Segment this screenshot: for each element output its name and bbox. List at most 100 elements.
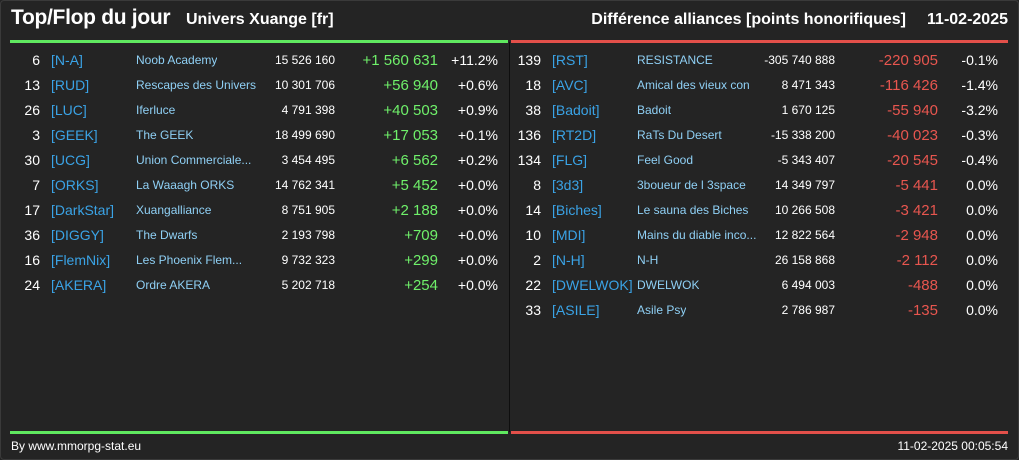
alliance-points: 26 158 868 bbox=[774, 253, 835, 267]
alliance-rank: 38 bbox=[525, 102, 541, 118]
alliance-tag-link[interactable]: [ORKS] bbox=[51, 177, 99, 193]
alliance-name-link[interactable]: Feel Good bbox=[637, 153, 694, 167]
points-difference: -55 940 bbox=[887, 102, 938, 119]
alliance-name-link[interactable]: RESISTANCE bbox=[637, 53, 713, 67]
alliance-name-link[interactable]: The GEEK bbox=[136, 128, 194, 142]
points-difference: -488 bbox=[907, 277, 938, 294]
points-difference: +709 bbox=[404, 227, 438, 244]
table-row: 30 [UCG] Union Commerciale... 3 454 495 +6 5… bbox=[10, 148, 508, 173]
alliance-name-link[interactable]: Mains du diable inco... bbox=[637, 228, 757, 242]
alliance-name-link[interactable]: N-H bbox=[637, 253, 659, 267]
alliance-tag-link[interactable]: [DIGGY] bbox=[51, 227, 104, 243]
percent-change: 0.0% bbox=[966, 227, 998, 243]
alliance-tag-link[interactable]: [Badoit] bbox=[552, 102, 600, 118]
alliance-rank: 8 bbox=[533, 177, 541, 193]
points-difference: +17 053 bbox=[383, 127, 438, 144]
points-difference: -135 bbox=[907, 302, 938, 319]
alliance-name-link[interactable]: Ordre AKERA bbox=[136, 278, 211, 292]
percent-change: -3.2% bbox=[961, 102, 998, 118]
alliance-name-link[interactable]: RaTs Du Desert bbox=[637, 128, 722, 142]
percent-change: +0.9% bbox=[457, 102, 498, 118]
alliance-tag-link[interactable]: [DarkStar] bbox=[51, 202, 115, 218]
alliance-name-link[interactable]: 3boueur de l 3space bbox=[637, 178, 746, 192]
percent-change: -0.3% bbox=[961, 127, 998, 143]
percent-change: +0.1% bbox=[457, 127, 498, 143]
alliance-name-link[interactable]: Xuangalliance bbox=[136, 203, 212, 217]
alliance-tag-link[interactable]: [FLG] bbox=[552, 152, 588, 168]
page-title: Top/Flop du jour bbox=[11, 6, 171, 29]
alliance-rank: 134 bbox=[517, 152, 541, 168]
table-row: 16 [FlemNix] Les Phoenix Flem... 9 732 323 +… bbox=[10, 248, 508, 273]
alliance-name-link[interactable]: La Waaagh ORKS bbox=[136, 178, 235, 192]
alliance-name-link[interactable]: Amical des vieux con bbox=[637, 78, 750, 92]
source-credit: By www.mmorpg-stat.eu bbox=[11, 439, 142, 453]
alliance-name-link[interactable]: Noob Academy bbox=[136, 53, 218, 67]
alliance-tag-link[interactable]: [ASILE] bbox=[552, 302, 600, 318]
table-row: 38 [Badoit] Badoit 1 670 125 -55 940 -3.2% bbox=[511, 98, 1008, 123]
alliance-tag-link[interactable]: [N-A] bbox=[51, 52, 83, 68]
alliance-name-link[interactable]: The Dwarfs bbox=[136, 228, 198, 242]
percent-change: 0.0% bbox=[966, 302, 998, 318]
alliance-tag-link[interactable]: [RST] bbox=[552, 52, 588, 68]
alliance-name-link[interactable]: Union Commerciale... bbox=[136, 153, 252, 167]
alliance-name-link[interactable]: Badoit bbox=[637, 103, 672, 117]
alliance-tag-link[interactable]: [RT2D] bbox=[552, 127, 597, 143]
points-difference: +299 bbox=[404, 252, 438, 269]
table-row: 17 [DarkStar] Xuangalliance 8 751 905 +2 188… bbox=[10, 198, 508, 223]
table-row: 2 [N-H] N-H 26 158 868 -2 112 0.0% bbox=[511, 248, 1008, 273]
alliance-tag-link[interactable]: [RUD] bbox=[51, 77, 90, 93]
alliance-points: 18 499 690 bbox=[274, 128, 335, 142]
alliance-name-link[interactable]: Les Phoenix Flem... bbox=[136, 253, 243, 267]
points-difference: +254 bbox=[404, 277, 438, 294]
alliance-tag-link[interactable]: [Biches] bbox=[552, 202, 602, 218]
percent-change: +0.0% bbox=[457, 177, 498, 193]
alliance-tag-link[interactable]: [DWELWOK] bbox=[552, 277, 633, 293]
alliance-points: 14 762 341 bbox=[274, 178, 335, 192]
universe-label: Univers Xuange [fr] bbox=[186, 11, 334, 28]
alliance-tag-link[interactable]: [FlemNix] bbox=[51, 252, 111, 268]
alliance-name-link[interactable]: Rescapes des Univers bbox=[136, 78, 257, 92]
alliance-tag-link[interactable]: [GEEK] bbox=[51, 127, 98, 143]
alliance-tag-link[interactable]: [N-H] bbox=[552, 252, 585, 268]
alliance-points: 3 454 495 bbox=[281, 153, 335, 167]
alliance-points: 6 494 003 bbox=[781, 278, 835, 292]
points-difference: +1 560 631 bbox=[362, 52, 439, 69]
alliance-points: 10 301 706 bbox=[274, 78, 335, 92]
alliance-name-link[interactable]: Asile Psy bbox=[637, 303, 687, 317]
alliance-rank: 16 bbox=[24, 252, 40, 268]
percent-change: -1.4% bbox=[961, 77, 998, 93]
percent-change: 0.0% bbox=[966, 252, 998, 268]
alliance-rank: 14 bbox=[525, 202, 541, 218]
points-difference: -220 905 bbox=[878, 52, 938, 69]
points-difference: -3 421 bbox=[895, 202, 938, 219]
alliance-name-link[interactable]: Iferluce bbox=[136, 103, 176, 117]
alliance-rank: 7 bbox=[32, 177, 40, 193]
alliance-tag-link[interactable]: [3d3] bbox=[552, 177, 584, 193]
alliance-tag-link[interactable]: [MDI] bbox=[552, 227, 586, 243]
alliance-points: -305 740 888 bbox=[764, 53, 835, 67]
top-footer-bar bbox=[10, 431, 508, 434]
table-row: 22 [DWELWOK] DWELWOK 6 494 003 -488 0.0% bbox=[511, 273, 1008, 298]
percent-change: +11.2% bbox=[451, 52, 498, 68]
alliance-tag-link[interactable]: [LUC] bbox=[51, 102, 87, 118]
alliance-name-link[interactable]: DWELWOK bbox=[637, 278, 700, 292]
table-row: 136 [RT2D] RaTs Du Desert -15 338 200 -40 02… bbox=[511, 123, 1008, 148]
alliance-name-link[interactable]: Le sauna des Biches bbox=[637, 203, 749, 217]
alliance-rank: 136 bbox=[517, 127, 541, 143]
alliance-rank: 30 bbox=[24, 152, 40, 168]
alliance-rank: 22 bbox=[525, 277, 541, 293]
alliance-tag-link[interactable]: [AKERA] bbox=[51, 277, 107, 293]
alliance-tag-link[interactable]: [UCG] bbox=[51, 152, 90, 168]
table-row: 139 [RST] RESISTANCE -305 740 888 -220 905 -0… bbox=[511, 48, 1008, 73]
alliance-points: 4 791 398 bbox=[281, 103, 335, 117]
alliance-rank: 26 bbox=[24, 102, 40, 118]
table-row: 3 [GEEK] The GEEK 18 499 690 +17 053 +0.1% bbox=[10, 123, 508, 148]
table-row: 6 [N-A] Noob Academy 15 526 160 +1 560 631 +1… bbox=[10, 48, 508, 73]
alliance-tag-link[interactable]: [AVC] bbox=[552, 77, 588, 93]
flop-accent-bar bbox=[511, 40, 1008, 43]
flop-footer-bar bbox=[511, 431, 1008, 434]
table-row: 13 [RUD] Rescapes des Univers 10 301 706 +56… bbox=[10, 73, 508, 98]
table-row: 24 [AKERA] Ordre AKERA 5 202 718 +254 +0.0% bbox=[10, 273, 508, 298]
table-row: 36 [DIGGY] The Dwarfs 2 193 798 +709 +0.0% bbox=[10, 223, 508, 248]
points-difference: +5 452 bbox=[391, 177, 438, 194]
